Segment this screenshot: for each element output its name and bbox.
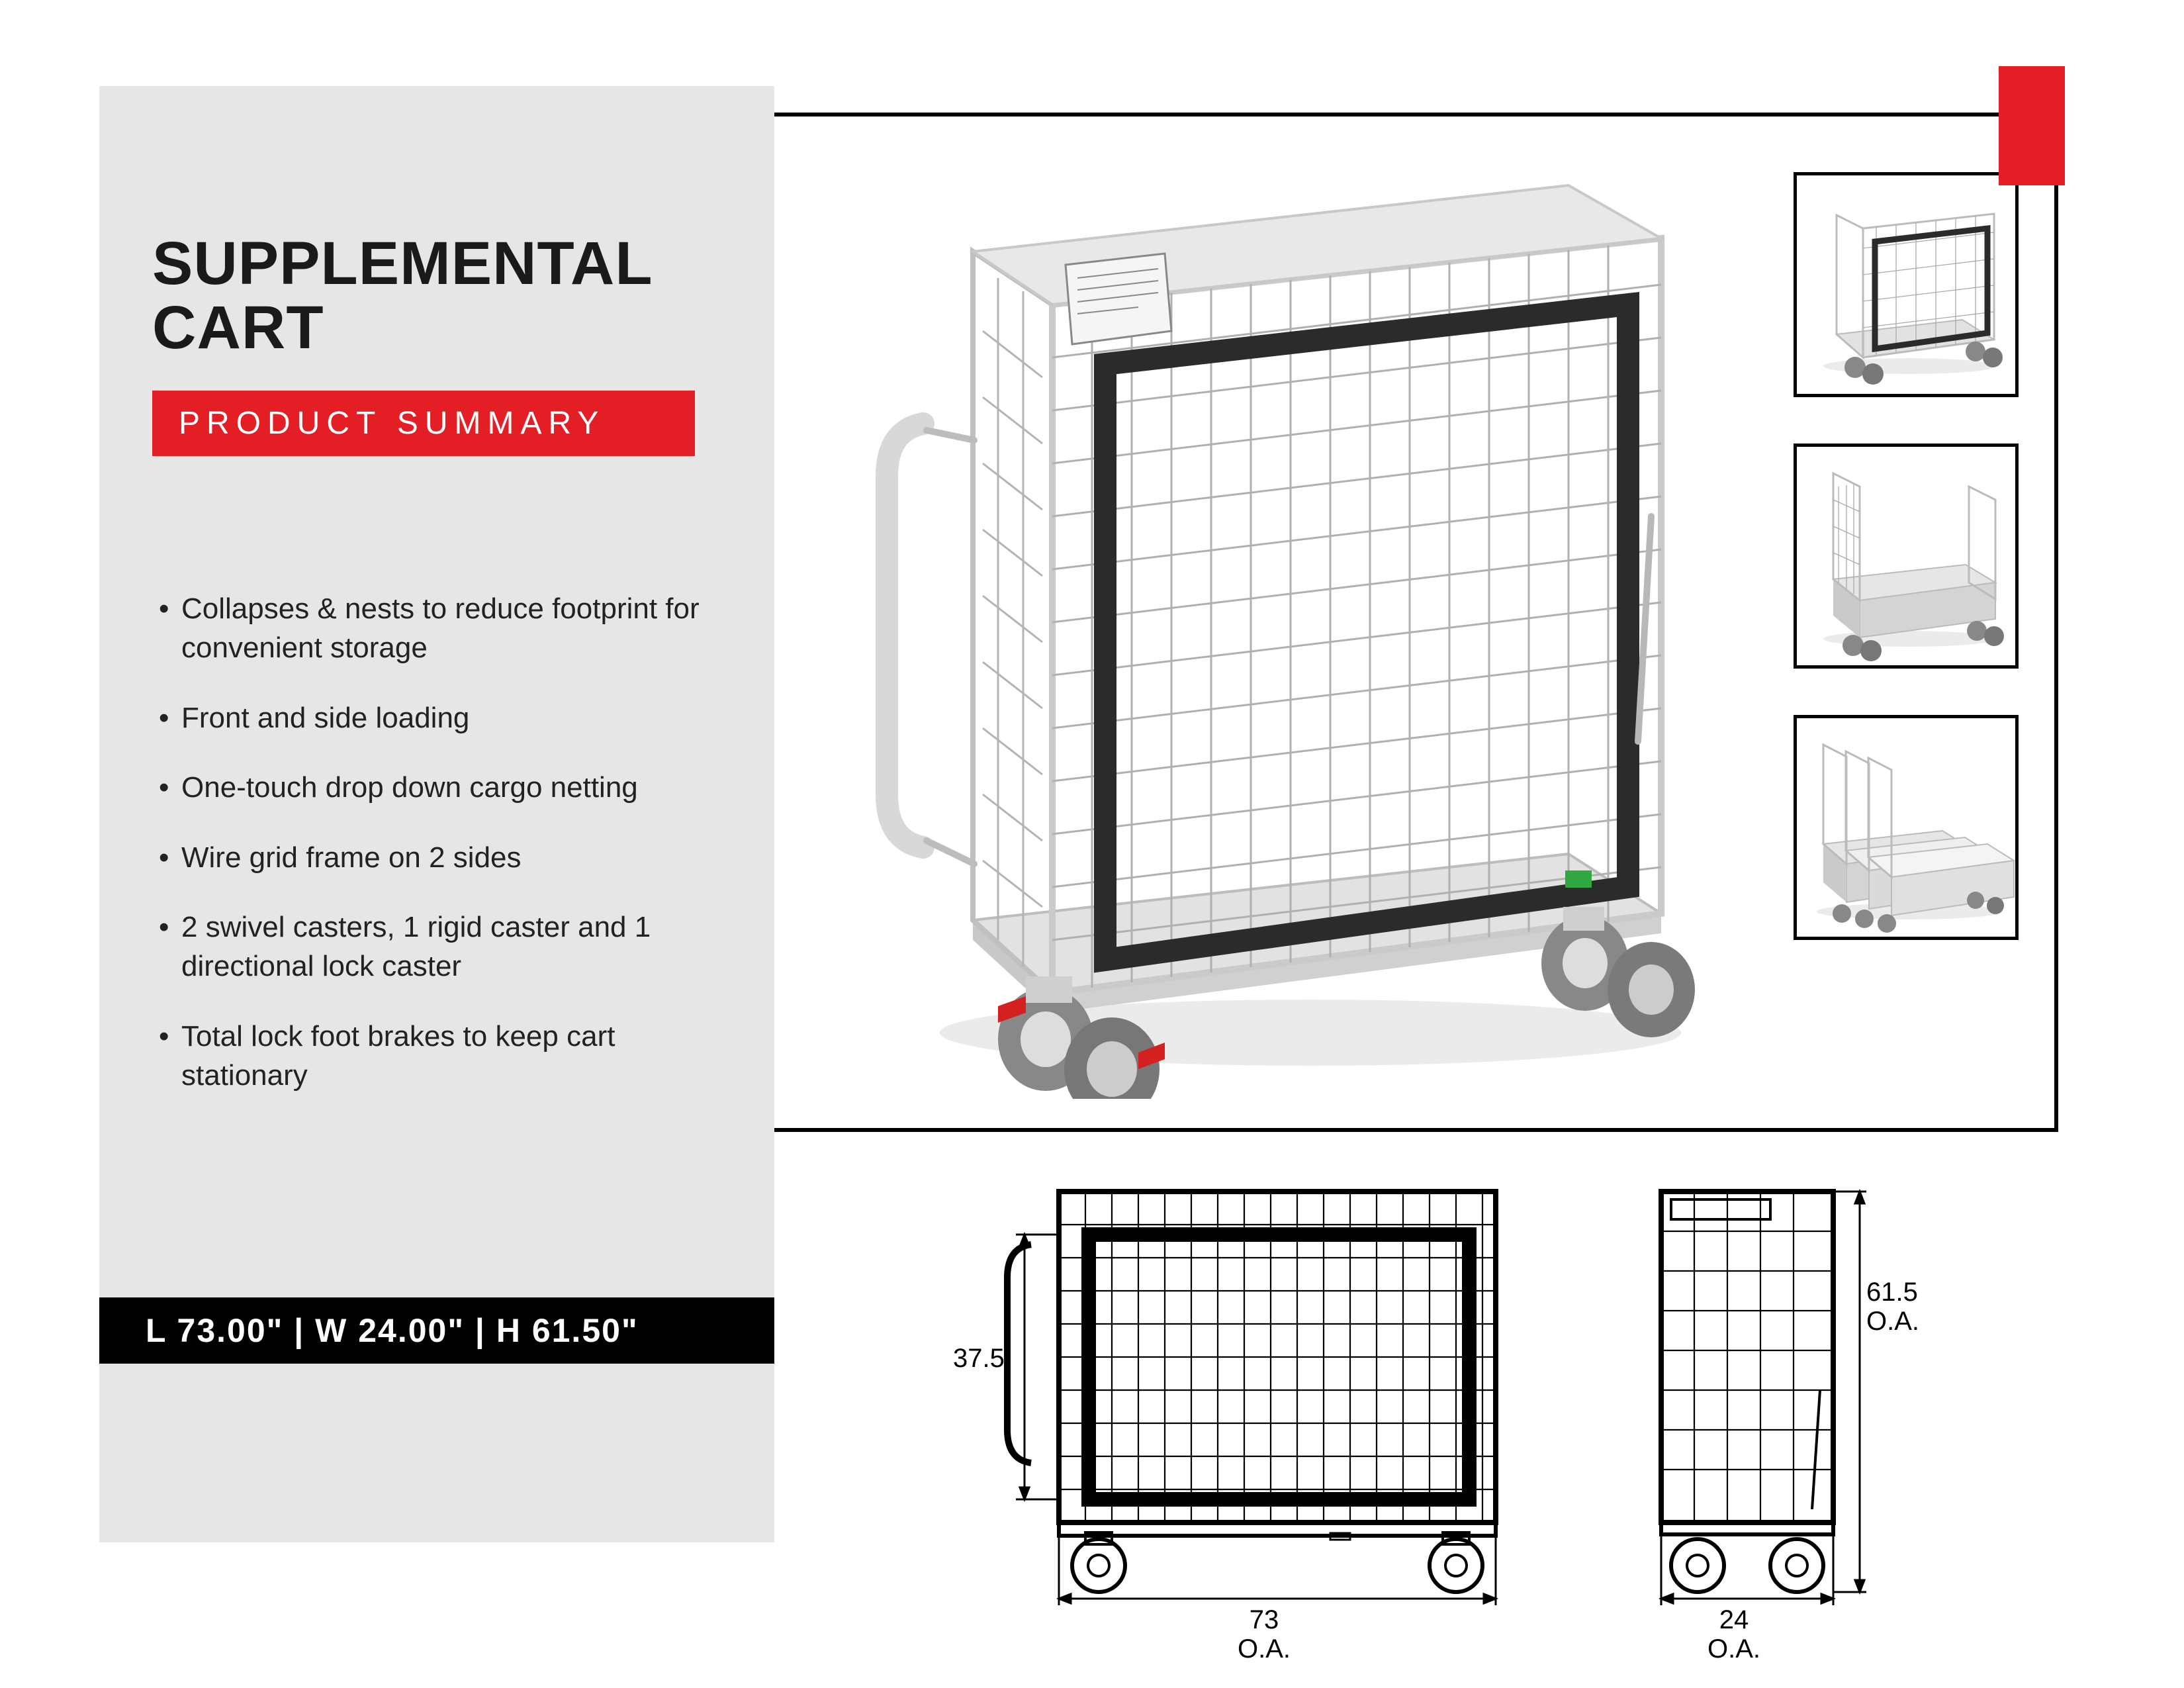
- dim-side-width: 24 O.A.: [1635, 1605, 1833, 1664]
- title-line-1: SUPPLEMENTAL: [152, 230, 653, 297]
- dim-front-width: 73 O.A.: [973, 1605, 1555, 1664]
- main-product-image: [827, 146, 1741, 1099]
- list-item: Wire grid frame on 2 sides: [159, 838, 708, 877]
- summary-label: PRODUCT SUMMARY: [152, 391, 695, 456]
- feature-list: Collapses & nests to reduce footprint fo…: [159, 589, 708, 1126]
- red-accent: [1999, 66, 2065, 185]
- thumbnail-1: [1794, 172, 2019, 397]
- list-item: Total lock foot brakes to keep cart stat…: [159, 1017, 708, 1096]
- title-line-2: CART: [152, 294, 324, 361]
- page-title: SUPPLEMENTAL CART: [152, 232, 653, 359]
- dim-side-height: 61.5 O.A.: [1866, 1278, 1919, 1336]
- left-panel: SUPPLEMENTAL CART PRODUCT SUMMARY Collap…: [99, 86, 774, 1542]
- technical-drawing-side: 24 O.A. 61.5 O.A.: [1635, 1165, 1946, 1622]
- list-item: 2 swivel casters, 1 rigid caster and 1 d…: [159, 908, 708, 986]
- list-item: Front and side loading: [159, 698, 708, 737]
- thumbnail-2: [1794, 444, 2019, 669]
- technical-drawing-front: 37.5 73 O.A.: [973, 1165, 1555, 1622]
- dim-net-height: 37.5: [953, 1344, 1005, 1373]
- list-item: One-touch drop down cargo netting: [159, 768, 708, 807]
- page: SUPPLEMENTAL CART PRODUCT SUMMARY Collap…: [0, 0, 2184, 1688]
- thumbnail-3: [1794, 715, 2019, 940]
- dimensions-bar: L 73.00" | W 24.00" | H 61.50": [99, 1297, 774, 1364]
- list-item: Collapses & nests to reduce footprint fo…: [159, 589, 708, 668]
